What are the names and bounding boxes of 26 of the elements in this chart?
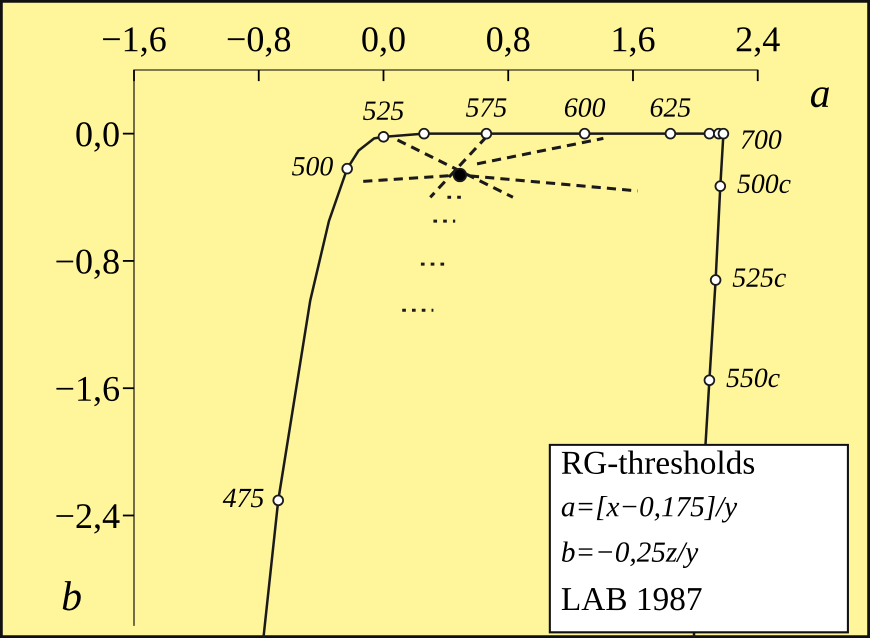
annotation: 575 — [466, 98, 506, 117]
y-tick-label: −1,6 — [56, 376, 120, 406]
annotation: 525c — [732, 268, 786, 287]
x-tick-label: −1,6 — [103, 27, 166, 57]
annotation: 600 — [564, 98, 606, 117]
annotation: 525 — [363, 101, 404, 120]
y-tick-label: −0,8 — [56, 249, 119, 280]
annotation: 500 — [292, 156, 333, 176]
x-axis-title: a — [810, 87, 829, 108]
annotation: 550c — [726, 368, 780, 388]
annotation: 500c — [737, 174, 791, 194]
y-tick-label: 0,0 — [76, 122, 119, 152]
y-tick-label: −2,4 — [56, 504, 120, 534]
x-tick-label: 1,6 — [614, 27, 654, 57]
annotation: RG-thresholds — [562, 450, 754, 474]
annotation: b=−0,25z/y — [562, 541, 698, 568]
annotation: 625 — [650, 98, 690, 117]
x-tick-label: 2,4 — [736, 27, 780, 57]
y-axis-title: b — [62, 581, 81, 610]
annotation: 475 — [222, 488, 264, 508]
annotation: LAB 1987 — [562, 588, 702, 610]
x-tick-label: 0,0 — [362, 27, 405, 57]
annotation: a=[x−0,175]/y — [562, 496, 738, 523]
x-tick-label: −0,8 — [228, 27, 290, 57]
x-tick-label: 0,8 — [487, 27, 530, 57]
annotation: 700 — [742, 130, 782, 149]
